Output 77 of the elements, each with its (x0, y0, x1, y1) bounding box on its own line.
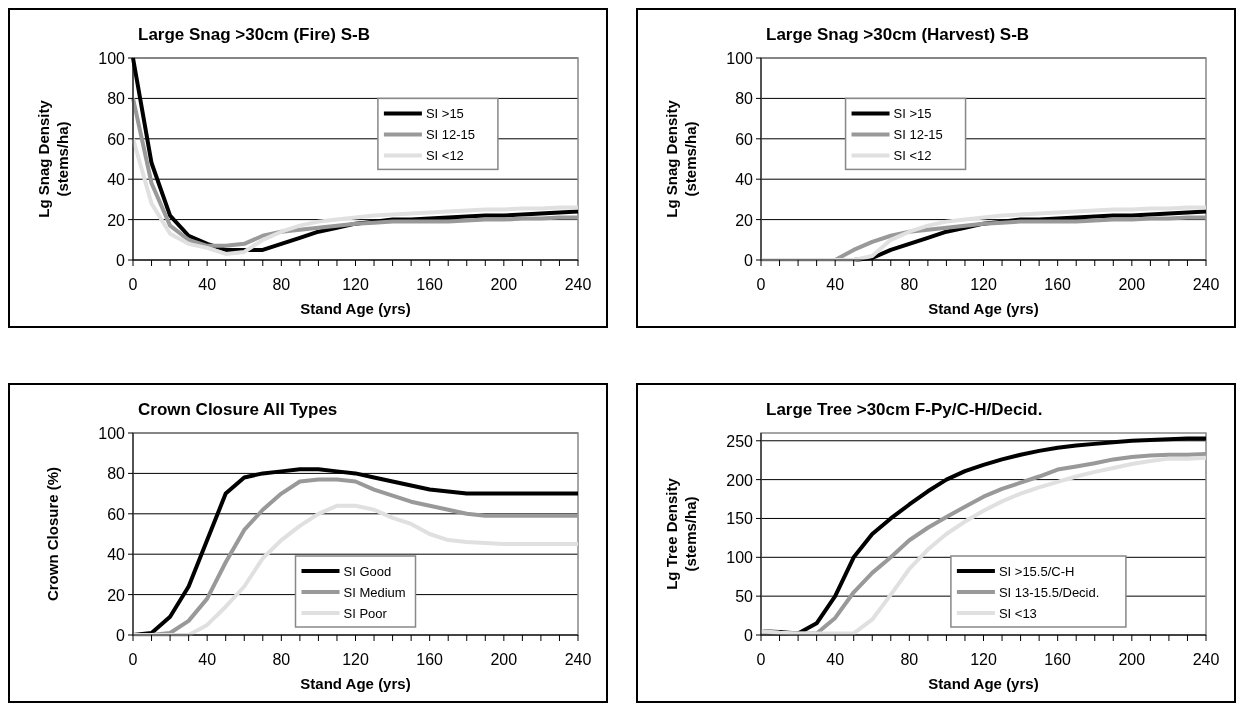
x-tick-label: 0 (128, 276, 138, 293)
y-tick-label: 20 (107, 586, 126, 604)
x-tick-label: 200 (1118, 651, 1146, 668)
x-tick-label: 240 (1192, 651, 1220, 668)
y-tick-label: 80 (107, 465, 126, 483)
x-tick-label: 0 (756, 651, 766, 668)
x-axis-title: Stand Age (yrs) (928, 300, 1039, 317)
x-tick-label: 160 (416, 276, 444, 293)
y-tick-label: 20 (735, 211, 754, 229)
y-tick-label: 20 (107, 211, 126, 229)
y-tick-label: 100 (98, 425, 126, 442)
y-tick-label: 100 (726, 549, 754, 567)
y-tick-label: 100 (98, 50, 126, 67)
y-tick-label: 250 (726, 432, 754, 450)
legend-label: SI Medium (343, 585, 406, 600)
y-tick-label: 40 (107, 546, 126, 564)
x-tick-label: 120 (342, 651, 369, 668)
x-tick-label: 160 (1044, 651, 1072, 668)
legend-label: SI Poor (343, 606, 388, 621)
y-axis-title: Crown Closure (%) (44, 466, 61, 602)
y-tick-label: 100 (726, 50, 754, 67)
legend-label: SI <12 (425, 148, 464, 164)
y-tick-label: 0 (744, 252, 754, 269)
x-tick-label: 80 (272, 651, 291, 668)
y-tick-label: 0 (744, 627, 754, 644)
legend-label: SI Good (343, 564, 392, 579)
x-tick-label: 80 (900, 651, 919, 668)
y-tick-label: 0 (116, 627, 126, 644)
y-tick-label: 150 (726, 510, 754, 528)
x-tick-label: 160 (416, 651, 444, 668)
legend-label: SI >15.5/C-H (998, 564, 1075, 579)
x-tick-label: 240 (564, 276, 592, 293)
x-tick-label: 240 (1192, 276, 1220, 293)
line-series (131, 96, 580, 248)
chart-title: Crown Closure All Types (138, 400, 338, 419)
x-tick-label: 200 (1118, 276, 1146, 293)
y-tick-label: 80 (107, 90, 126, 108)
x-axis-title: Stand Age (yrs) (300, 675, 411, 692)
x-tick-label: 200 (490, 651, 518, 668)
x-tick-label: 0 (128, 651, 138, 668)
x-tick-label: 80 (900, 276, 919, 293)
y-tick-label: 60 (107, 130, 126, 148)
chart-title: Large Tree >30cm F-Py/C-H/Decid. (766, 400, 1043, 419)
x-axis-title: Stand Age (yrs) (928, 675, 1039, 692)
x-tick-label: 40 (826, 276, 845, 293)
x-tick-label: 80 (272, 276, 291, 293)
x-tick-label: 160 (1044, 276, 1072, 293)
x-tick-label: 40 (826, 651, 845, 668)
x-axis-title: Stand Age (yrs) (300, 300, 411, 317)
y-tick-label: 50 (735, 588, 754, 606)
legend-label: SI 13-15.5/Decid. (998, 585, 1100, 600)
chart-title: Large Snag >30cm (Harvest) S-B (766, 25, 1030, 44)
legend-label: SI <13 (998, 606, 1037, 621)
x-tick-label: 40 (198, 651, 217, 668)
y-tick-label: 60 (107, 505, 126, 523)
legend-label: SI 12-15 (425, 127, 476, 143)
y-tick-label: 200 (726, 471, 754, 489)
legend-label: SI >15 (425, 106, 464, 122)
y-tick-label: 80 (735, 90, 754, 108)
y-tick-label: 60 (735, 130, 754, 148)
x-tick-label: 120 (970, 651, 997, 668)
y-axis-title: Lg Snag Density (stems/ha) (35, 99, 71, 218)
x-tick-label: 200 (490, 276, 518, 293)
y-tick-label: 40 (107, 171, 126, 189)
legend-label: SI 12-15 (893, 127, 943, 143)
chart-title: Large Snag >30cm (Fire) S-B (138, 25, 370, 44)
x-tick-label: 240 (564, 651, 592, 668)
legend-label: SI <12 (893, 148, 932, 164)
y-axis-title: Lg Tree Density (stems/ha) (663, 477, 699, 590)
legend-label: SI >15 (893, 106, 932, 122)
x-tick-label: 0 (756, 276, 766, 293)
x-tick-label: 40 (198, 276, 217, 293)
y-tick-label: 40 (735, 171, 754, 189)
x-tick-label: 120 (342, 276, 369, 293)
x-tick-label: 120 (970, 276, 997, 293)
y-tick-label: 0 (116, 252, 126, 269)
y-axis-title: Lg Snag Density (stems/ha) (663, 99, 699, 218)
